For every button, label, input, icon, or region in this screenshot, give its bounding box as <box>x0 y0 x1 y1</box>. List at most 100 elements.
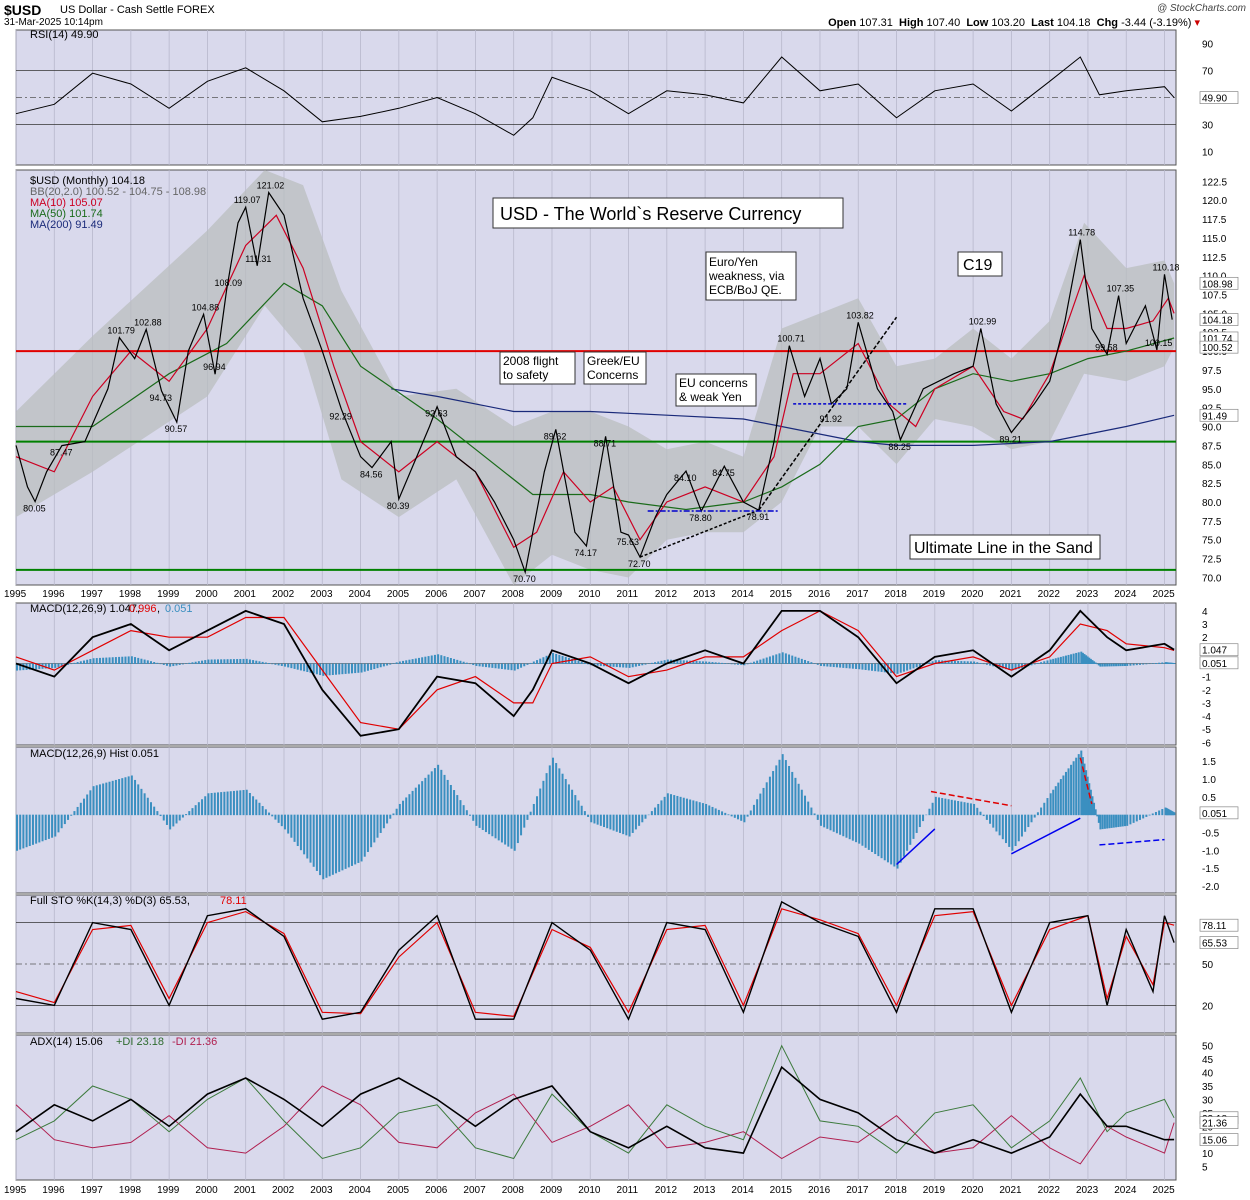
hist-bar <box>319 814 322 876</box>
macd-hist-bar <box>488 663 491 668</box>
hist-bar <box>478 814 481 828</box>
macd-hist-bar <box>1106 663 1109 667</box>
hist-bar <box>871 814 874 852</box>
hist-bar <box>890 814 893 865</box>
hist-bar <box>682 797 685 816</box>
macd-hist-bar <box>414 658 417 664</box>
sto-tick: 20 <box>1202 1001 1214 1012</box>
hist-bar <box>79 802 82 816</box>
macd-hist-bar <box>440 655 443 664</box>
hist-trend-line <box>930 790 1012 807</box>
adx-value-text: 15.06 <box>1202 1136 1227 1147</box>
hist-bar <box>335 814 338 874</box>
macd-hist-bar <box>283 663 286 667</box>
hist-value-box <box>1199 806 1239 820</box>
macd-hist-bar <box>727 663 730 664</box>
hist-bar <box>695 801 698 816</box>
hist-bar <box>379 814 382 833</box>
hist-bar <box>855 814 858 843</box>
macd-hist-bar <box>338 663 341 675</box>
macd-hist-bar <box>705 661 708 664</box>
macd-hist-bar <box>1091 660 1094 664</box>
macd-hist-bar <box>737 663 740 665</box>
last-label: Last <box>1031 17 1054 29</box>
euroyen-annotation-box <box>705 251 797 301</box>
hist-bar <box>172 814 175 827</box>
hist-bar <box>322 814 325 880</box>
ohlc-readout: Open 107.31 High 107.40 Low 103.20 Last … <box>828 16 1200 29</box>
macd-hist-bar <box>226 659 229 664</box>
x-axis-year-label-top: 2004 <box>349 589 372 600</box>
macd-hist-bar <box>558 654 561 664</box>
macd-hist-bar <box>350 663 353 674</box>
macd-legend: MACD(12,26,9) 1.047, <box>30 603 140 615</box>
hist-bar <box>417 784 420 816</box>
hist-bar <box>232 790 235 816</box>
hist-bar <box>542 780 545 816</box>
hist-bar <box>717 809 720 816</box>
hist-tick: -1.0 <box>1202 846 1220 857</box>
macd-hist-bar <box>749 662 752 664</box>
x-axis-year-label-top: 2018 <box>885 589 908 600</box>
hist-bar <box>449 784 452 816</box>
macd-hist-bar <box>252 660 255 664</box>
macd-hist-bar <box>842 663 845 668</box>
hist-bar <box>299 814 302 851</box>
macd-hist-bar <box>618 663 621 668</box>
price-tick: 80.0 <box>1202 498 1222 509</box>
macd-hist-bar <box>1077 652 1080 664</box>
x-axis-year-label-top: 2001 <box>234 589 257 600</box>
macd-hist-bar <box>504 663 507 670</box>
price-point-label: 101.79 <box>107 326 135 336</box>
macd-hist-bar <box>912 663 915 669</box>
eu-annotation: EU concerns <box>679 376 748 390</box>
price-tick: 75.0 <box>1202 536 1222 547</box>
hist-bar <box>201 799 204 816</box>
price-value-text: 101.74 <box>1202 334 1233 345</box>
macd-hist-bar <box>360 663 363 673</box>
hist-bar <box>839 814 842 835</box>
macd-tick: -4 <box>1202 712 1211 723</box>
hist-bar <box>1054 786 1057 816</box>
x-axis-year-label-bottom: 1998 <box>119 1185 142 1196</box>
macd-hist-bar <box>185 663 188 664</box>
macd-panel-bg <box>15 602 1177 746</box>
hist-bar <box>430 771 433 816</box>
hist-bar <box>178 814 181 821</box>
macd-hist-bar <box>953 660 956 664</box>
hist-bar <box>1093 802 1096 816</box>
macd-hist-bar <box>475 663 478 666</box>
macd-hist-bar <box>255 660 258 664</box>
macd-hist-bar <box>312 663 315 674</box>
price-tick: 70.0 <box>1202 573 1222 584</box>
macd-hist-bar <box>583 662 586 664</box>
macd-hist-bar <box>756 660 759 664</box>
hist-bar <box>248 792 251 816</box>
macd-hist-bar <box>92 658 95 664</box>
macd-hist-bar <box>957 660 960 664</box>
macd-hist-bar <box>976 662 979 664</box>
hist-bar <box>628 814 631 837</box>
hist-bar <box>762 787 765 816</box>
price-point-label: 111.31 <box>245 254 271 264</box>
macd-hist-bar <box>915 663 918 668</box>
hist-bar <box>344 814 347 869</box>
price-tick: 112.5 <box>1202 253 1227 264</box>
macd-hist-bar <box>733 663 736 665</box>
macd-hist-bar <box>532 661 535 664</box>
hist-bar <box>580 805 583 816</box>
macd-hist-bar <box>520 663 523 668</box>
macd-hist-bar <box>1017 663 1020 669</box>
macd-hist-bar <box>931 661 934 664</box>
adx-tick: 10 <box>1202 1149 1214 1160</box>
high-label: High <box>899 17 924 29</box>
hist-bar <box>902 814 905 857</box>
hist-bar <box>494 814 497 839</box>
x-axis-year-label-top: 2006 <box>425 589 448 600</box>
macd-hist-bar <box>516 663 519 670</box>
sto-value-text: 65.53 <box>1202 939 1227 950</box>
macd-hist-bar <box>580 661 583 664</box>
macd-hist-bar <box>162 663 165 665</box>
macd-hist-bar <box>574 659 577 664</box>
hist-bar <box>258 802 261 816</box>
